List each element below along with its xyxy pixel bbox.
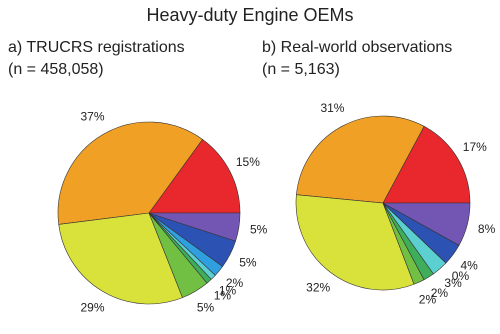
data-label: 29% <box>80 301 104 315</box>
pie-slice <box>148 138 241 214</box>
data-label: 3% <box>444 276 462 290</box>
pie-slice <box>295 194 415 291</box>
data-label: 0% <box>452 269 470 283</box>
data-label: 5% <box>197 301 215 315</box>
pie-slice <box>382 125 471 204</box>
data-label: 5% <box>239 256 257 270</box>
data-label: 1% <box>214 288 232 302</box>
data-label: 37% <box>80 110 104 124</box>
subtitle: b) Real-world observations <box>262 39 452 56</box>
pie-slice <box>57 121 203 225</box>
data-label: 15% <box>236 155 260 169</box>
pie-slice <box>296 115 425 204</box>
data-label: 31% <box>320 101 344 115</box>
data-label: 2% <box>226 276 244 290</box>
subtitle: (n = 5,163) <box>262 61 340 78</box>
data-label: 2% <box>419 293 437 307</box>
data-label: 8% <box>478 222 496 236</box>
chart-title: Heavy-duty Engine OEMs <box>146 5 353 25</box>
data-label: 1% <box>219 284 237 298</box>
pie-slice <box>58 212 183 305</box>
data-label: 2% <box>431 286 449 300</box>
pie-slice <box>381 202 471 246</box>
pie-slice <box>148 212 241 242</box>
data-label: 32% <box>306 280 330 294</box>
subtitle: (n = 458,058) <box>8 61 104 78</box>
data-label: 17% <box>463 140 487 154</box>
data-label: 4% <box>460 259 478 273</box>
subtitle: a) TRUCRS registrations <box>8 39 185 56</box>
data-label: 5% <box>250 223 268 237</box>
